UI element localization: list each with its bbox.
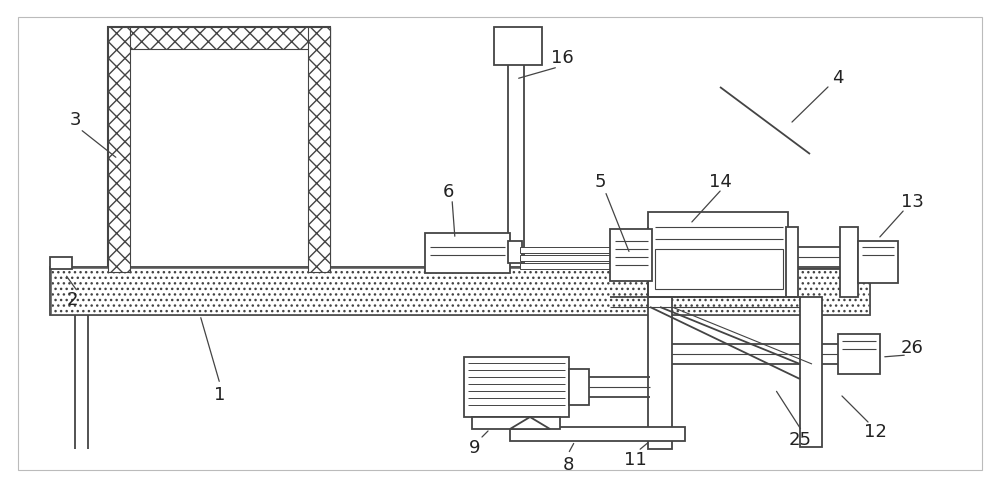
Bar xyxy=(308,28,330,272)
Text: 26: 26 xyxy=(901,338,923,356)
Text: 9: 9 xyxy=(469,438,481,456)
Bar xyxy=(800,297,822,447)
Text: 3: 3 xyxy=(69,111,81,129)
Bar xyxy=(655,249,783,289)
Text: 6: 6 xyxy=(442,183,454,201)
Polygon shape xyxy=(510,417,550,429)
Bar xyxy=(786,227,798,297)
Bar xyxy=(50,258,72,269)
Bar xyxy=(648,213,788,297)
Text: 16: 16 xyxy=(551,49,573,67)
Text: 25: 25 xyxy=(788,430,812,448)
Bar xyxy=(510,427,685,441)
Bar xyxy=(838,334,880,374)
Text: 1: 1 xyxy=(214,385,226,403)
Bar xyxy=(610,229,652,282)
Bar xyxy=(464,357,569,417)
Bar xyxy=(520,264,615,269)
Text: 14: 14 xyxy=(709,173,731,191)
Bar xyxy=(472,417,560,429)
Bar xyxy=(858,242,898,284)
Bar xyxy=(520,247,615,253)
Bar xyxy=(520,256,615,262)
Bar xyxy=(108,28,130,272)
Bar xyxy=(425,234,510,273)
Bar xyxy=(569,369,589,405)
Bar xyxy=(108,28,330,50)
Bar xyxy=(648,297,672,449)
Text: 2: 2 xyxy=(66,290,78,308)
Text: 4: 4 xyxy=(832,69,844,87)
Bar xyxy=(840,227,858,297)
Bar xyxy=(51,268,869,314)
Text: 8: 8 xyxy=(562,455,574,473)
Bar xyxy=(50,267,870,315)
Bar xyxy=(508,242,522,264)
Bar xyxy=(494,28,542,66)
Text: 11: 11 xyxy=(624,450,646,468)
Text: 12: 12 xyxy=(864,422,886,440)
Text: 13: 13 xyxy=(901,193,923,210)
Text: 5: 5 xyxy=(594,173,606,191)
Bar xyxy=(108,28,330,272)
